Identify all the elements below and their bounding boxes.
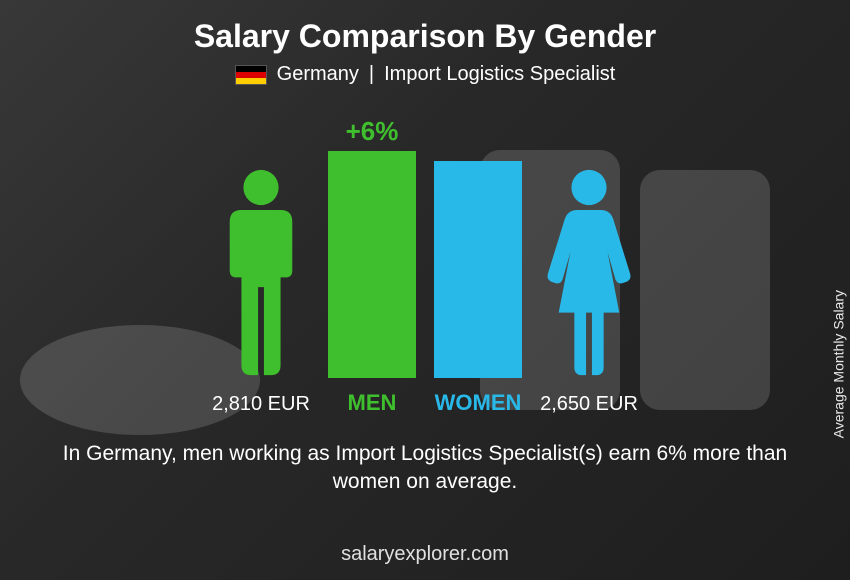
women-bar bbox=[434, 161, 522, 378]
flag-icon bbox=[235, 65, 267, 85]
women-bar-column: WOMEN bbox=[434, 116, 522, 416]
male-icon bbox=[212, 166, 310, 381]
pct-diff-label: +6% bbox=[346, 116, 399, 147]
men-bar bbox=[328, 151, 416, 378]
men-salary: 2,810 EUR bbox=[212, 393, 310, 416]
female-icon bbox=[540, 166, 638, 381]
women-icon-column: 2,650 EUR bbox=[540, 116, 638, 416]
men-icon-column: 2,810 EUR bbox=[212, 116, 310, 416]
description: In Germany, men working as Import Logist… bbox=[45, 440, 805, 497]
men-label: MEN bbox=[348, 390, 397, 416]
gender-salary-chart: 2,810 EUR +6% MEN WOMEN 2,650 EUR bbox=[212, 116, 638, 416]
men-bar-column: +6% MEN bbox=[328, 116, 416, 416]
women-salary: 2,650 EUR bbox=[540, 393, 638, 416]
women-label: WOMEN bbox=[435, 390, 522, 416]
subtitle: Germany | Import Logistics Specialist bbox=[235, 63, 616, 86]
country-label: Germany bbox=[277, 63, 359, 86]
separator: | bbox=[369, 63, 374, 86]
job-title-label: Import Logistics Specialist bbox=[384, 63, 615, 86]
page-title: Salary Comparison By Gender bbox=[194, 18, 656, 55]
